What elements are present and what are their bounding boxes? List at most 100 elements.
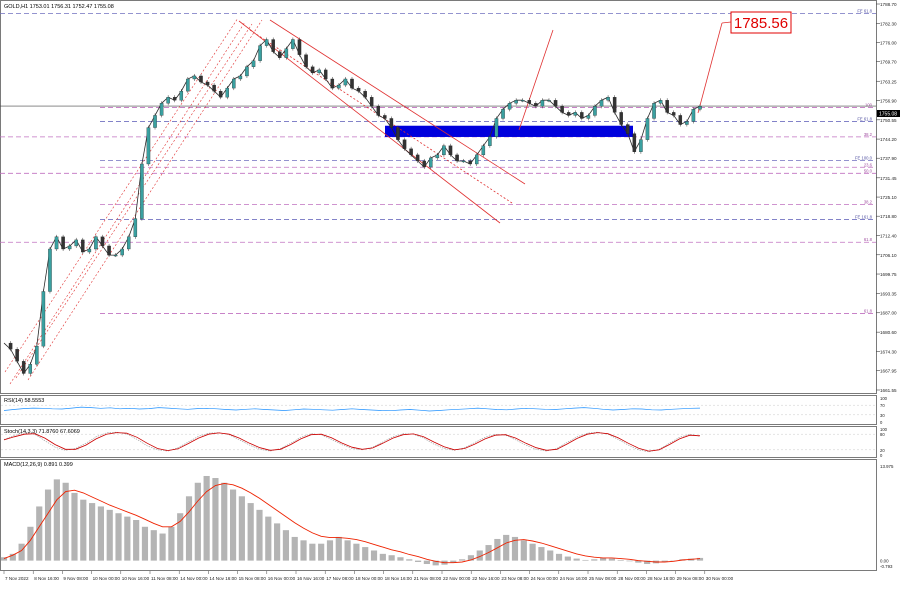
candle-body [54, 236, 59, 250]
rsi-panel[interactable] [0, 395, 877, 425]
stoch-signal-line [3, 432, 701, 452]
candle-body [251, 60, 256, 67]
candle-body [540, 100, 545, 107]
candle-body [356, 87, 361, 92]
candle-body [113, 254, 118, 257]
x-tick-label: 22 Nov 16:00 [472, 576, 500, 581]
candle-body [553, 100, 558, 107]
macd-histogram-bar [432, 560, 439, 566]
macd-histogram-bar [212, 478, 219, 561]
stoch-y-tick-label: 80 [880, 432, 885, 437]
macd-panel[interactable] [0, 459, 877, 571]
x-tick-label: 29 Nov 08:00 [677, 576, 705, 581]
candle-body [278, 51, 282, 58]
candle-body [317, 69, 321, 74]
candle-body [606, 97, 610, 101]
candle-body [475, 154, 479, 165]
macd-series [0, 475, 704, 566]
candle-body [120, 248, 124, 256]
candle-body [599, 100, 604, 107]
stoch-y-tick-label: 0 [880, 453, 883, 458]
candle-body [481, 145, 486, 156]
macd-histogram-bar [529, 543, 536, 561]
candle-body [671, 112, 676, 116]
candle-body [291, 39, 295, 49]
candle-body [691, 109, 696, 122]
candle-body [28, 364, 33, 374]
macd-histogram-bar [608, 558, 615, 561]
macd-histogram-bar [423, 560, 430, 565]
level-label: 23.6 [864, 162, 873, 167]
price-y-tick-label: 1737.90 [880, 156, 897, 161]
macd-histogram-bar [503, 534, 510, 561]
price-series [3, 37, 702, 376]
candle-body [258, 45, 262, 61]
macd-histogram-bar [221, 482, 228, 561]
candle-body [639, 139, 643, 152]
macd-histogram-bar [661, 560, 668, 562]
candle-body [297, 39, 302, 55]
macd-histogram-bar [520, 540, 527, 561]
candle-body [245, 66, 249, 77]
price-y-tick-label: 1788.70 [880, 2, 897, 7]
candle-body [192, 75, 197, 80]
macd-histogram-bar [229, 489, 237, 561]
candle-body [547, 100, 551, 102]
price-y-tick-label: 1699.75 [880, 272, 897, 277]
x-tick-label: 14 Nov 16:00 [209, 576, 237, 581]
candle-body [8, 342, 13, 350]
macd-histogram-bar [582, 559, 589, 561]
macd-histogram-bar [344, 540, 351, 561]
candle-body [186, 78, 190, 92]
macd-histogram-bar [71, 492, 78, 561]
stochastic-series [1, 431, 876, 453]
macd-signal-line [3, 482, 701, 564]
target-price-box[interactable] [730, 11, 792, 34]
macd-histogram-bar [97, 506, 104, 561]
candle-body [179, 90, 184, 101]
candle-body [520, 100, 525, 102]
macd-histogram-bar [635, 560, 642, 563]
candle-body [337, 84, 341, 89]
macd-histogram-bar [564, 556, 571, 561]
trend-drawings [4, 17, 732, 385]
x-tick-label: 24 Nov 16:00 [560, 576, 588, 581]
candle-body [448, 145, 453, 156]
price-panel[interactable] [0, 0, 877, 394]
macd-histogram-bar [494, 538, 501, 561]
candle-body [363, 90, 367, 98]
macd-histogram-bar [9, 553, 16, 561]
level-label: 50.0 [864, 168, 873, 173]
candle-body [166, 97, 170, 104]
candle-body [146, 127, 151, 165]
candle-body [304, 54, 308, 67]
candle-body [665, 100, 669, 113]
macd-histogram-bar [36, 506, 43, 561]
stoch-panel[interactable] [0, 426, 877, 458]
x-axis: 7 Nov 2022 8 Nov 16:00 9 Nov 08:00 10 Nov 0… [3, 571, 734, 581]
candle-body [159, 103, 164, 116]
x-tick-label: 24 Nov 00:00 [531, 576, 559, 581]
level-label: 61.8 [864, 309, 873, 314]
projection-arrow [721, 21, 732, 24]
price-y-tick-label: 1706.10 [880, 253, 897, 258]
candle-body [415, 154, 420, 162]
candle-body [593, 106, 597, 116]
rsi-header: RSI(14) 58.5553 [4, 398, 44, 404]
candle-body [376, 106, 381, 116]
descending-channel-line [238, 20, 501, 224]
macd-histogram-bar [379, 553, 386, 561]
candle-body [350, 78, 354, 89]
candle-body [21, 361, 26, 374]
macd-header: MACD(12,26,9) 0.891 0.399 [4, 462, 73, 468]
level-label: FE 100.0 [855, 156, 873, 161]
demand-zone-rectangle [385, 125, 633, 137]
x-tick-label: 25 Nov 08:00 [589, 576, 617, 581]
macd-histogram-bar [133, 520, 140, 561]
candle-body [100, 236, 105, 247]
macd-histogram-bar [353, 543, 360, 561]
macd-histogram-bar [282, 530, 290, 561]
macd-histogram-bar [555, 553, 563, 561]
candle-body [402, 139, 407, 149]
candle-body [534, 103, 538, 107]
